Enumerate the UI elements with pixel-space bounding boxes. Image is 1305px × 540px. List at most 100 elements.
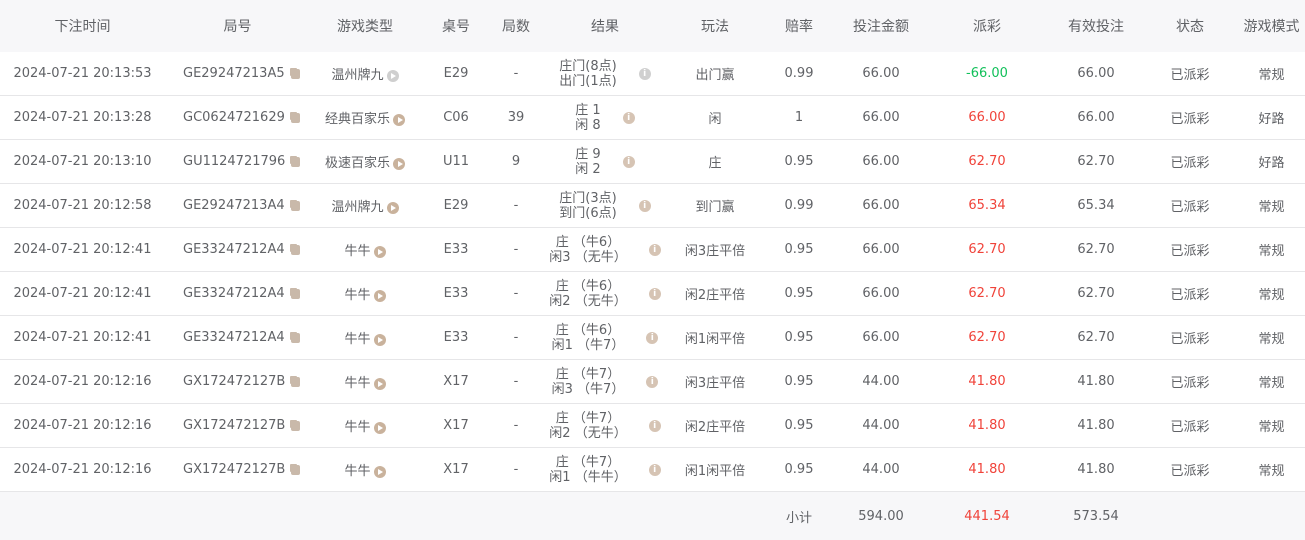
result-line: 庄 （牛6） <box>556 279 620 294</box>
info-icon[interactable]: i <box>649 244 661 256</box>
play-video-icon[interactable] <box>374 422 386 434</box>
game-type-cell: 温州牌九 <box>310 52 420 96</box>
play-type: 闲1闲平倍 <box>670 448 760 492</box>
odds: 0.95 <box>760 272 838 316</box>
info-icon[interactable]: i <box>623 156 635 168</box>
result-cell: 庄门(3点)到门(6点) i <box>540 184 670 228</box>
play-video-icon[interactable] <box>374 246 386 258</box>
subtotal-payout: 441.54 <box>924 492 1050 540</box>
copy-icon[interactable] <box>291 113 300 123</box>
info-icon[interactable]: i <box>649 288 661 300</box>
info-icon[interactable]: i <box>646 376 658 388</box>
copy-icon[interactable] <box>291 69 300 79</box>
game-mode: 常规 <box>1238 360 1305 404</box>
bet-time: 2024-07-21 20:12:16 <box>0 448 165 492</box>
valid-bet: 65.34 <box>1050 184 1142 228</box>
copy-icon[interactable] <box>291 201 300 211</box>
odds: 1 <box>760 96 838 140</box>
game-type: 牛牛 <box>344 420 370 435</box>
play-video-icon[interactable] <box>374 290 386 302</box>
info-icon[interactable]: i <box>623 112 635 124</box>
header-round-id: 局号 <box>165 0 310 52</box>
header-payout: 派彩 <box>924 0 1050 52</box>
game-type: 经典百家乐 <box>325 112 390 127</box>
round-id: GC0624721629 <box>183 110 285 125</box>
play-video-icon[interactable] <box>374 334 386 346</box>
table-row: 2024-07-21 20:13:28 GC0624721629 经典百家乐 C… <box>0 96 1305 140</box>
result-line: 庄 （牛7） <box>556 367 620 382</box>
table-header: 下注时间局号游戏类型桌号局数结果玩法赔率投注金额派彩有效投注状态游戏模式 <box>0 0 1305 52</box>
game-mode: 常规 <box>1238 316 1305 360</box>
status: 已派彩 <box>1142 316 1238 360</box>
result-cell: 庄 （牛6）闲2 （无牛） i <box>540 272 670 316</box>
status: 已派彩 <box>1142 140 1238 184</box>
game-mode: 常规 <box>1238 448 1305 492</box>
round-id-cell: GC0624721629 <box>165 96 310 140</box>
bet-time: 2024-07-21 20:13:10 <box>0 140 165 184</box>
header-result: 结果 <box>540 0 670 52</box>
payout: 41.80 <box>924 448 1050 492</box>
table-no: E33 <box>420 316 492 360</box>
round-id-cell: GU1124721796 <box>165 140 310 184</box>
table-row: 2024-07-21 20:12:41 GE33247212A4 牛牛 E33 … <box>0 228 1305 272</box>
bet-time: 2024-07-21 20:12:16 <box>0 360 165 404</box>
copy-icon[interactable] <box>291 377 300 387</box>
play-video-icon[interactable] <box>387 70 399 82</box>
copy-icon[interactable] <box>291 333 300 343</box>
result-line: 到门(6点) <box>559 206 616 221</box>
bet-amount: 44.00 <box>838 360 924 404</box>
result-line: 闲3 （无牛） <box>549 250 626 265</box>
header-game-mode: 游戏模式 <box>1238 0 1305 52</box>
info-icon[interactable]: i <box>639 200 651 212</box>
table-no: E29 <box>420 52 492 96</box>
result-text: 庄门(3点)到门(6点) <box>559 191 616 221</box>
game-type-cell: 极速百家乐 <box>310 140 420 184</box>
copy-icon[interactable] <box>291 245 300 255</box>
info-icon[interactable]: i <box>649 464 661 476</box>
play-video-icon[interactable] <box>374 378 386 390</box>
valid-bet: 62.70 <box>1050 228 1142 272</box>
subtotal-valid: 573.54 <box>1050 492 1142 540</box>
round-id-cell: GX172472127B <box>165 360 310 404</box>
play-video-icon[interactable] <box>374 466 386 478</box>
result-line: 出门(1点) <box>559 74 616 89</box>
bet-amount: 66.00 <box>838 96 924 140</box>
copy-icon[interactable] <box>291 289 300 299</box>
round-id: GE33247212A4 <box>183 242 285 257</box>
round-count: 39 <box>492 96 540 140</box>
result-text: 庄门(8点)出门(1点) <box>559 59 616 89</box>
play-video-icon[interactable] <box>393 158 405 170</box>
info-icon[interactable]: i <box>649 420 661 432</box>
game-mode: 好路 <box>1238 140 1305 184</box>
play-video-icon[interactable] <box>393 114 405 126</box>
status: 已派彩 <box>1142 52 1238 96</box>
valid-bet: 66.00 <box>1050 52 1142 96</box>
header-odds: 赔率 <box>760 0 838 52</box>
game-type-cell: 牛牛 <box>310 360 420 404</box>
info-icon[interactable]: i <box>639 68 651 80</box>
copy-icon[interactable] <box>291 465 300 475</box>
play-type: 闲3庄平倍 <box>670 360 760 404</box>
header-play-type: 玩法 <box>670 0 760 52</box>
valid-bet: 41.80 <box>1050 360 1142 404</box>
round-id: GX172472127B <box>183 374 285 389</box>
header-status: 状态 <box>1142 0 1238 52</box>
round-count: - <box>492 404 540 448</box>
play-type: 闲 <box>670 96 760 140</box>
play-type: 闲2庄平倍 <box>670 272 760 316</box>
table-row: 2024-07-21 20:12:58 GE29247213A4 温州牌九 E2… <box>0 184 1305 228</box>
round-id-cell: GE33247212A4 <box>165 272 310 316</box>
game-type-cell: 牛牛 <box>310 448 420 492</box>
result-cell: 庄门(8点)出门(1点) i <box>540 52 670 96</box>
bet-amount: 66.00 <box>838 228 924 272</box>
copy-icon[interactable] <box>291 157 300 167</box>
bet-amount: 44.00 <box>838 404 924 448</box>
info-icon[interactable]: i <box>646 332 658 344</box>
play-video-icon[interactable] <box>387 202 399 214</box>
copy-icon[interactable] <box>291 421 300 431</box>
result-text: 庄 （牛6）闲2 （无牛） <box>549 279 626 309</box>
odds: 0.95 <box>760 316 838 360</box>
round-id-cell: GE33247212A4 <box>165 228 310 272</box>
payout: 65.34 <box>924 184 1050 228</box>
